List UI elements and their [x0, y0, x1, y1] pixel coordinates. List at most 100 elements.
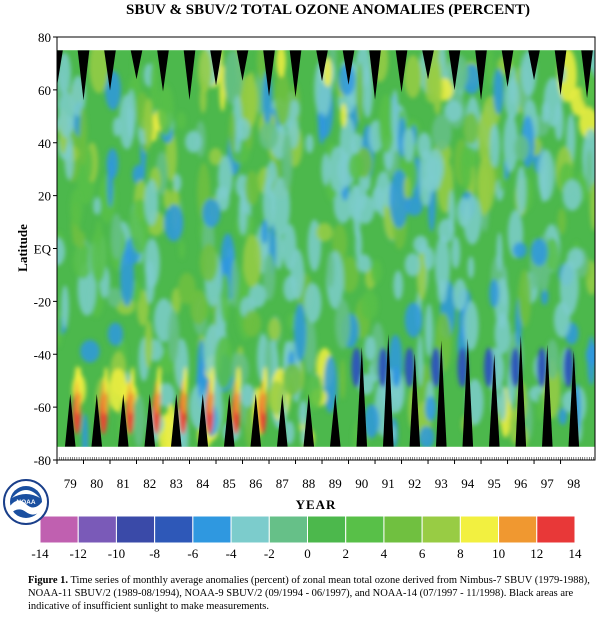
anomaly-patch	[185, 130, 202, 153]
anomaly-patch	[545, 237, 560, 272]
missing-data-regions	[57, 37, 600, 460]
anomaly-patch	[402, 128, 415, 162]
anomaly-patch	[171, 287, 181, 315]
y-tick-label: 20	[38, 189, 51, 204]
y-tick-label: -20	[34, 294, 51, 309]
colorbar-swatch	[459, 515, 500, 544]
colorbar-label: -12	[70, 546, 87, 561]
anomaly-patch	[176, 111, 187, 130]
x-tick-label: 91	[382, 476, 395, 491]
anomaly-patch	[190, 289, 208, 325]
anomaly-patch	[456, 197, 471, 228]
colorbar-label: -4	[226, 546, 237, 561]
anomaly-patch	[545, 339, 560, 380]
anomaly-patch	[133, 395, 146, 448]
anomaly-patch	[557, 208, 567, 235]
colorbar: -14 -12 -10 -8 -6 -4 -2 0 2 4 6 8 10 12 14	[31, 515, 582, 561]
anomaly-patch	[202, 198, 221, 228]
anomaly-patch	[143, 98, 154, 148]
missing-data-south	[435, 340, 447, 447]
x-tick-label: 98	[567, 476, 580, 491]
colorbar-swatch	[77, 515, 117, 544]
anomaly-patch	[493, 68, 504, 115]
missing-data-south	[64, 393, 76, 447]
missing-data-south	[382, 334, 394, 447]
y-tick-label: -80	[34, 453, 51, 468]
anomaly-patch	[444, 100, 463, 122]
anomaly-patch-positive	[210, 366, 215, 395]
anomaly-patch	[57, 237, 66, 266]
missing-data-north	[289, 50, 302, 98]
missing-data-north	[448, 50, 461, 91]
x-tick-label: 80	[90, 476, 103, 491]
anomaly-patch	[107, 287, 122, 308]
anomaly-patch	[242, 234, 262, 288]
x-tick-label: 87	[276, 476, 290, 491]
colorbar-label: 0	[304, 546, 311, 561]
anomaly-patch	[220, 273, 230, 323]
missing-data-south	[250, 393, 262, 447]
x-tick-label: 96	[514, 476, 528, 491]
anomaly-patch	[57, 52, 72, 95]
colorbar-swatch	[307, 515, 347, 544]
anomaly-patch	[173, 174, 182, 192]
x-tick-label: 85	[223, 476, 236, 491]
y-axis-label: Latitude	[15, 224, 30, 272]
anomaly-patch	[281, 132, 293, 191]
missing-data-south	[329, 393, 341, 447]
colorbar-swatch	[115, 515, 156, 544]
anomaly-patch	[293, 303, 307, 362]
anomaly-patch	[243, 310, 262, 337]
anomaly-patch	[208, 148, 223, 166]
missing-data-south	[303, 393, 315, 447]
anomaly-patch	[437, 279, 447, 304]
anomaly-patch	[494, 313, 511, 355]
y-tick-label: 60	[38, 83, 51, 98]
anomaly-patch	[305, 134, 314, 154]
anomaly-patch	[276, 45, 286, 78]
anomaly-patch	[304, 282, 322, 323]
anomaly-patch	[509, 66, 517, 106]
anomaly-patch	[562, 179, 582, 211]
anomaly-patch	[178, 240, 186, 260]
anomaly-patch-positive	[77, 366, 82, 395]
anomaly-patch	[403, 176, 411, 200]
missing-data-south	[144, 393, 156, 447]
anomaly-patch-negative	[377, 347, 388, 388]
anomaly-patch	[518, 269, 532, 328]
missing-data-south	[462, 338, 474, 447]
anomaly-patch	[541, 101, 550, 123]
anomaly-patch	[536, 392, 545, 422]
anomaly-patch	[270, 177, 291, 236]
colorbar-swatch	[230, 515, 270, 544]
anomaly-patch	[231, 353, 249, 387]
anomaly-patch	[144, 179, 159, 226]
missing-data-south	[595, 333, 600, 447]
anomaly-patch-negative	[457, 347, 468, 388]
anomaly-patch	[339, 358, 346, 400]
anomaly-patch	[199, 243, 219, 283]
x-tick-label: 90	[355, 476, 368, 491]
missing-data-north	[342, 50, 355, 85]
plot-area	[57, 37, 600, 460]
colorbar-label: 4	[381, 546, 388, 561]
colorbar-swatch	[268, 515, 308, 544]
colorbar-swatch	[345, 515, 385, 544]
anomaly-patch	[131, 280, 142, 304]
colorbar-swatch	[192, 515, 232, 544]
anomaly-patch	[451, 236, 461, 269]
colorbar-swatch	[154, 515, 194, 544]
anomaly-patch	[107, 322, 124, 346]
anomaly-patch	[558, 407, 568, 426]
missing-data-north	[130, 50, 143, 80]
anomaly-patch	[244, 170, 260, 206]
anomaly-patch	[585, 149, 593, 193]
anomaly-patch	[321, 153, 330, 186]
anomaly-patch	[163, 188, 172, 210]
anomaly-patch	[220, 233, 236, 287]
anomaly-patch	[434, 235, 451, 295]
anomaly-patch	[424, 303, 434, 357]
anomaly-patch	[339, 256, 360, 293]
anomaly-patch-negative	[351, 347, 362, 388]
anomaly-patch	[405, 196, 424, 216]
